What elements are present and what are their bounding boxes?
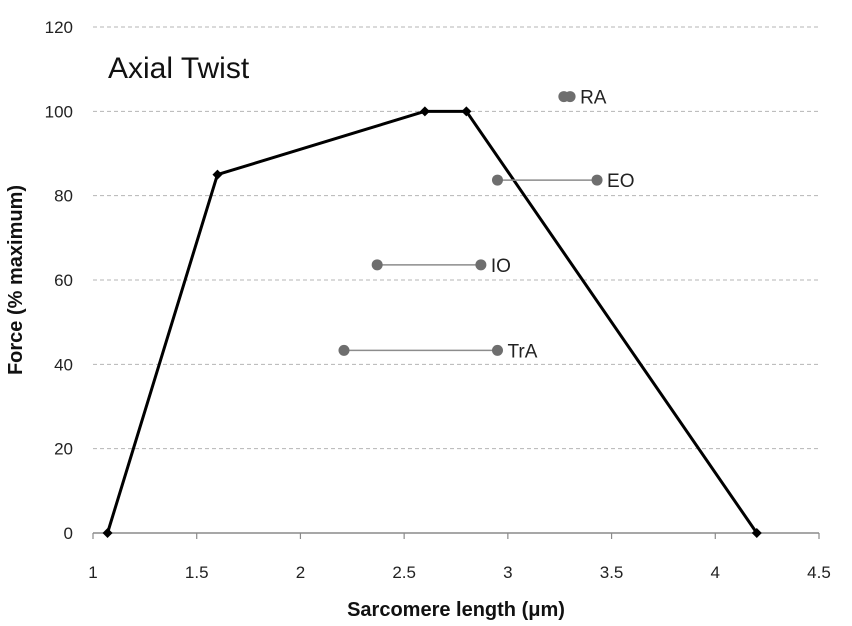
range-point-max	[564, 91, 576, 103]
x-tick-label: 4.5	[807, 563, 831, 582]
range-point-min	[491, 174, 503, 186]
y-tick-label: 0	[64, 524, 73, 543]
y-tick-label: 20	[54, 440, 73, 459]
range-label-io: IO	[491, 256, 511, 277]
range-label-tra: TrA	[507, 341, 537, 362]
y-tick-label: 80	[54, 187, 73, 206]
x-tick-label: 1.5	[185, 563, 209, 582]
y-axis-label: Force (% maximum)	[5, 185, 27, 375]
data-point	[212, 169, 223, 180]
y-tick-label: 40	[54, 355, 73, 374]
x-axis-label: Sarcomere length (μm)	[347, 599, 565, 621]
x-tick-label: 1	[88, 563, 97, 582]
data-point	[419, 106, 430, 117]
range-label-ra: RA	[580, 88, 607, 109]
range-point-min	[338, 344, 350, 356]
y-tick-label: 100	[45, 102, 73, 121]
data-point	[461, 106, 472, 117]
series-line	[106, 109, 759, 534]
range-label-eo: EO	[607, 171, 634, 192]
range-point-min	[371, 259, 383, 271]
x-tick-label: 2.5	[392, 563, 416, 582]
x-tick-label: 4	[711, 563, 720, 582]
data-point	[751, 528, 762, 538]
chart-title: Axial Twist	[108, 52, 250, 85]
data-point	[102, 528, 113, 538]
x-tick-label: 2	[296, 563, 305, 582]
y-tick-label: 60	[54, 271, 73, 290]
x-tick-label: 3	[503, 563, 512, 582]
range-point-max	[591, 174, 603, 186]
range-point-max	[491, 344, 503, 356]
range-point-max	[475, 259, 487, 271]
y-tick-label: 120	[45, 18, 73, 37]
x-tick-label: 3.5	[600, 563, 624, 582]
